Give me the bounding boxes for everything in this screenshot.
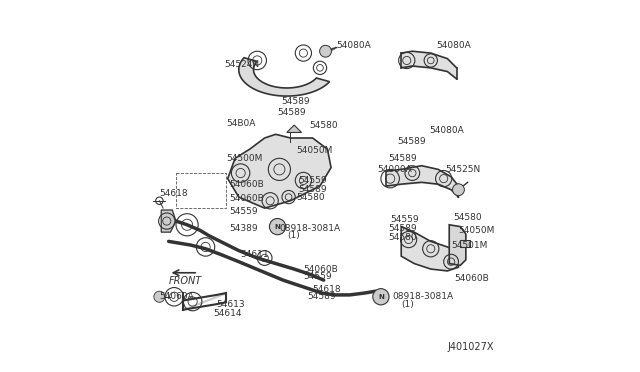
Polygon shape <box>401 227 458 271</box>
Polygon shape <box>460 240 470 247</box>
Text: N: N <box>275 224 280 230</box>
Text: 54060B: 54060B <box>455 274 490 283</box>
Text: 54611: 54611 <box>241 250 269 259</box>
Text: 54589: 54589 <box>397 137 426 146</box>
Text: 54080A: 54080A <box>337 41 371 50</box>
Text: 54080A: 54080A <box>429 126 463 135</box>
Text: 54580: 54580 <box>388 233 417 242</box>
Text: 54589: 54589 <box>281 97 310 106</box>
Text: 54559: 54559 <box>298 176 326 185</box>
Polygon shape <box>239 58 330 96</box>
Text: 54559: 54559 <box>303 272 332 281</box>
Text: 54050M: 54050M <box>458 226 495 235</box>
Polygon shape <box>228 134 331 208</box>
Text: 54580: 54580 <box>453 213 481 222</box>
Text: 54589: 54589 <box>278 108 306 117</box>
Text: 54525N: 54525N <box>445 165 481 174</box>
Text: 54589: 54589 <box>388 154 417 163</box>
Text: FRONT: FRONT <box>168 276 202 286</box>
Text: 08918-3081A: 08918-3081A <box>392 292 453 301</box>
Text: 54050M: 54050M <box>296 147 332 155</box>
Text: 54618: 54618 <box>159 189 188 198</box>
Circle shape <box>154 291 165 302</box>
Text: 54B0A: 54B0A <box>226 119 255 128</box>
Circle shape <box>319 45 332 57</box>
Text: 54618: 54618 <box>312 285 341 294</box>
Text: 08918-3081A: 08918-3081A <box>280 224 340 233</box>
Text: 54501M: 54501M <box>451 241 488 250</box>
Text: 54060B: 54060B <box>303 264 338 273</box>
Text: 54589: 54589 <box>298 185 326 194</box>
Text: 54589: 54589 <box>388 224 417 233</box>
Text: J401027X: J401027X <box>447 342 493 352</box>
Text: 54589: 54589 <box>307 292 336 301</box>
Text: (1): (1) <box>401 300 414 309</box>
Text: 54613: 54613 <box>216 300 245 309</box>
Polygon shape <box>287 125 301 132</box>
Text: 54000A: 54000A <box>377 165 412 174</box>
Circle shape <box>452 184 465 196</box>
Text: 54500M: 54500M <box>226 154 262 163</box>
Text: 54060B: 54060B <box>230 180 264 189</box>
Circle shape <box>372 289 389 305</box>
Text: 54580: 54580 <box>296 193 324 202</box>
Text: 54524N: 54524N <box>224 60 259 69</box>
Text: 54559: 54559 <box>230 207 258 217</box>
Text: 54614: 54614 <box>213 309 241 318</box>
Text: 54060A: 54060A <box>159 292 194 301</box>
Text: 54580: 54580 <box>309 121 337 129</box>
Text: 54559: 54559 <box>390 215 419 224</box>
Text: 54080A: 54080A <box>436 41 471 50</box>
Text: N: N <box>378 294 384 300</box>
Circle shape <box>269 218 285 235</box>
Text: (1): (1) <box>287 231 300 240</box>
Polygon shape <box>449 225 466 265</box>
Text: 54060B: 54060B <box>230 195 264 203</box>
Text: 54389: 54389 <box>230 224 258 233</box>
Polygon shape <box>161 210 176 232</box>
